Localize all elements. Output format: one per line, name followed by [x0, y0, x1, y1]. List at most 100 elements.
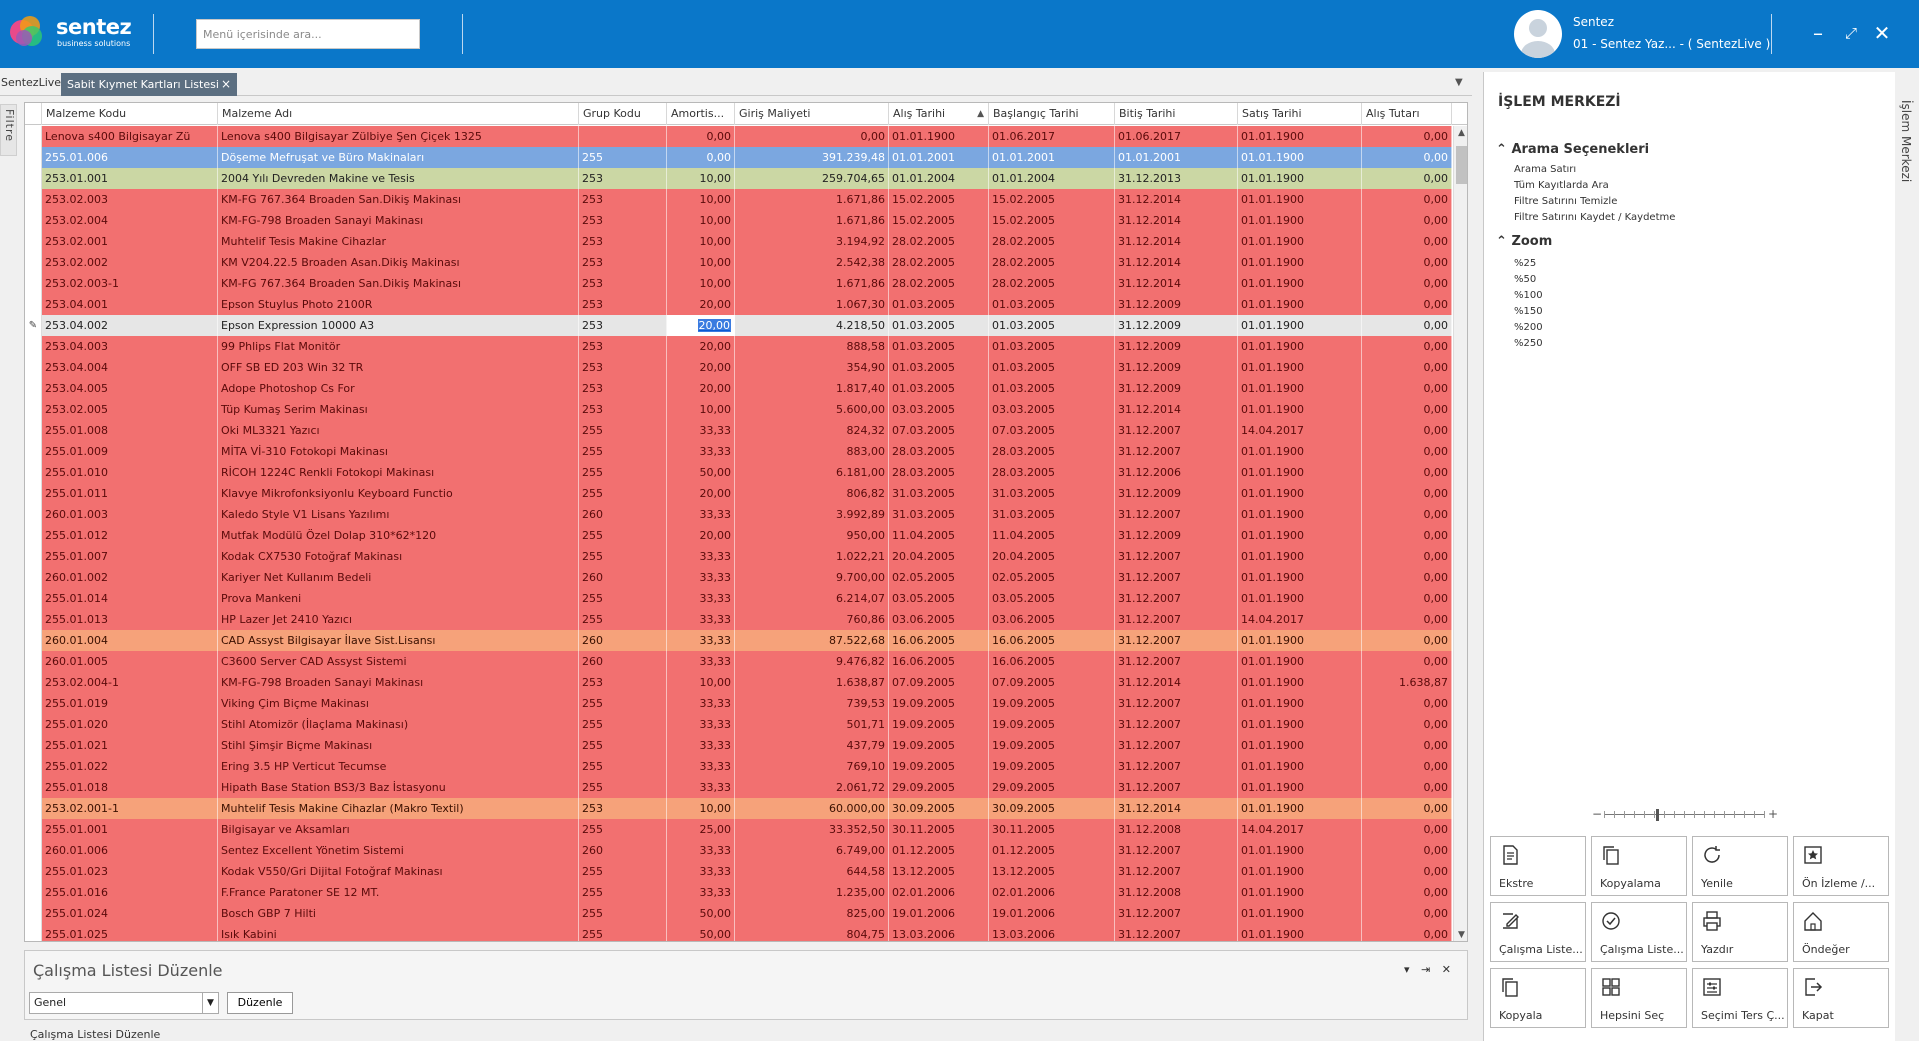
cell-start-date[interactable]: 28.03.2005: [989, 441, 1115, 462]
cell-material-name[interactable]: Mutfak Modülü Özel Dolap 310*62*120: [218, 525, 579, 546]
cell-group-code[interactable]: 255: [579, 882, 667, 903]
cell-sale-date[interactable]: 01.01.1900: [1238, 504, 1362, 525]
cell-purchase-amount[interactable]: 0,00: [1362, 168, 1452, 189]
cell-depreciation[interactable]: 50,00: [667, 903, 735, 924]
cell-group-code[interactable]: 255: [579, 714, 667, 735]
table-row[interactable]: 253.02.004-1 KM-FG-798 Broaden Sanayi Mak…: [25, 672, 1452, 693]
worklist-select[interactable]: Genel ▼: [29, 992, 219, 1014]
cell-sale-date[interactable]: 01.01.1900: [1238, 252, 1362, 273]
cell-purchase-date[interactable]: 02.05.2005: [889, 567, 989, 588]
cell-purchase-amount[interactable]: 0,00: [1362, 546, 1452, 567]
invert-selection-button[interactable]: Seçimi Ters Ç...: [1692, 968, 1788, 1028]
cell-purchase-amount[interactable]: 1.638,87: [1362, 672, 1452, 693]
cell-start-date[interactable]: 03.03.2005: [989, 399, 1115, 420]
cell-purchase-amount[interactable]: 0,00: [1362, 924, 1452, 941]
column-header-purchase-date[interactable]: Alış Tarihi ▲: [889, 103, 989, 125]
cell-sale-date[interactable]: 01.01.1900: [1238, 840, 1362, 861]
cell-purchase-amount[interactable]: 0,00: [1362, 882, 1452, 903]
table-row[interactable]: 255.01.001 Bilgisayar ve Aksamları 255 25,0…: [25, 819, 1452, 840]
cell-end-date[interactable]: 31.12.2006: [1115, 462, 1238, 483]
cell-depreciation[interactable]: 33,33: [667, 420, 735, 441]
table-row[interactable]: 255.01.012 Mutfak Modülü Özel Dolap 310*6…: [25, 525, 1452, 546]
cell-sale-date[interactable]: 01.01.1900: [1238, 294, 1362, 315]
maximize-icon[interactable]: ⤢: [1844, 24, 1857, 42]
cell-start-date[interactable]: 28.03.2005: [989, 462, 1115, 483]
row-indicator[interactable]: [25, 189, 42, 210]
cell-material-code[interactable]: 255.01.011: [42, 483, 218, 504]
cell-material-code[interactable]: 255.01.001: [42, 819, 218, 840]
cell-sale-date[interactable]: 01.01.1900: [1238, 546, 1362, 567]
cell-entry-cost[interactable]: 501,71: [735, 714, 889, 735]
cell-material-code[interactable]: 253.02.005: [42, 399, 218, 420]
cell-material-name[interactable]: Stihl Atomizör (İlaçlama Makinası): [218, 714, 579, 735]
cell-purchase-amount[interactable]: 0,00: [1362, 483, 1452, 504]
cell-start-date[interactable]: 30.11.2005: [989, 819, 1115, 840]
panel-controls[interactable]: ▾ ⇥ ✕: [1404, 963, 1455, 976]
cell-group-code[interactable]: 260: [579, 840, 667, 861]
row-indicator[interactable]: [25, 378, 42, 399]
cell-purchase-amount[interactable]: 0,00: [1362, 357, 1452, 378]
cell-purchase-date[interactable]: 28.02.2005: [889, 231, 989, 252]
preview-button[interactable]: Ön İzleme /...: [1793, 836, 1889, 896]
cell-group-code[interactable]: 253: [579, 210, 667, 231]
filter-side-tab[interactable]: Filtre: [0, 104, 17, 156]
cell-sale-date[interactable]: 01.01.1900: [1238, 924, 1362, 941]
scroll-up-icon[interactable]: ▲: [1458, 128, 1465, 138]
cell-purchase-amount[interactable]: 0,00: [1362, 378, 1452, 399]
default-button[interactable]: Öndeğer: [1793, 902, 1889, 962]
cell-material-code[interactable]: 253.04.003: [42, 336, 218, 357]
cell-material-name[interactable]: KM-FG 767.364 Broaden San.Dikiş Makinası: [218, 273, 579, 294]
cell-entry-cost[interactable]: 883,00: [735, 441, 889, 462]
cell-purchase-date[interactable]: 19.09.2005: [889, 735, 989, 756]
cell-entry-cost[interactable]: 259.704,65: [735, 168, 889, 189]
cell-material-name[interactable]: Kodak V550/Gri Dijital Fotoğraf Makinası: [218, 861, 579, 882]
cell-purchase-amount[interactable]: 0,00: [1362, 756, 1452, 777]
cell-entry-cost[interactable]: 33.352,50: [735, 819, 889, 840]
table-row[interactable]: 253.04.001 Epson Stuylus Photo 2100R 253 20…: [25, 294, 1452, 315]
cell-purchase-amount[interactable]: 0,00: [1362, 420, 1452, 441]
cell-group-code[interactable]: 253: [579, 798, 667, 819]
row-indicator[interactable]: [25, 630, 42, 651]
cell-material-code[interactable]: 255.01.012: [42, 525, 218, 546]
cell-group-code[interactable]: 260: [579, 567, 667, 588]
cell-start-date[interactable]: 31.03.2005: [989, 483, 1115, 504]
print-button[interactable]: Yazdır: [1692, 902, 1788, 962]
cell-purchase-amount[interactable]: 0,00: [1362, 714, 1452, 735]
cell-material-code[interactable]: 255.01.024: [42, 903, 218, 924]
table-row[interactable]: 253.04.003 99 Phlips Flat Monitör 253 20,00…: [25, 336, 1452, 357]
row-indicator[interactable]: [25, 756, 42, 777]
cell-start-date[interactable]: 02.05.2005: [989, 567, 1115, 588]
cell-purchase-date[interactable]: 29.09.2005: [889, 777, 989, 798]
cell-purchase-amount[interactable]: 0,00: [1362, 840, 1452, 861]
cell-purchase-amount[interactable]: 0,00: [1362, 777, 1452, 798]
cell-purchase-date[interactable]: 01.01.1900: [889, 126, 989, 147]
cell-material-code[interactable]: 255.01.023: [42, 861, 218, 882]
cell-group-code[interactable]: 255: [579, 588, 667, 609]
cell-entry-cost[interactable]: 3.194,92: [735, 231, 889, 252]
cell-start-date[interactable]: 29.09.2005: [989, 777, 1115, 798]
cell-material-name[interactable]: Hipath Base Station BS3/3 Baz İstasyonu: [218, 777, 579, 798]
cell-material-name[interactable]: Kaledo Style V1 Lisans Yazılımı: [218, 504, 579, 525]
row-indicator[interactable]: [25, 903, 42, 924]
cell-start-date[interactable]: 28.02.2005: [989, 231, 1115, 252]
cell-sale-date[interactable]: 01.01.1900: [1238, 588, 1362, 609]
row-indicator[interactable]: [25, 231, 42, 252]
cell-entry-cost[interactable]: 1.817,40: [735, 378, 889, 399]
refresh-button[interactable]: Yenile: [1692, 836, 1788, 896]
cell-material-code[interactable]: 253.02.002: [42, 252, 218, 273]
cell-start-date[interactable]: 28.02.2005: [989, 252, 1115, 273]
cell-purchase-date[interactable]: 03.03.2005: [889, 399, 989, 420]
cell-end-date[interactable]: 31.12.2007: [1115, 546, 1238, 567]
cell-material-name[interactable]: Klavye Mikrofonksiyonlu Keyboard Functio: [218, 483, 579, 504]
cell-purchase-date[interactable]: 30.11.2005: [889, 819, 989, 840]
cell-group-code[interactable]: 253: [579, 189, 667, 210]
cell-end-date[interactable]: 31.12.2009: [1115, 378, 1238, 399]
cell-group-code[interactable]: 253: [579, 294, 667, 315]
cell-sale-date[interactable]: 01.01.1900: [1238, 315, 1362, 336]
cell-entry-cost[interactable]: 1.235,00: [735, 882, 889, 903]
cell-start-date[interactable]: 19.09.2005: [989, 693, 1115, 714]
slider-handle[interactable]: [1656, 809, 1659, 821]
cell-material-name[interactable]: 2004 Yılı Devreden Makine ve Tesis: [218, 168, 579, 189]
cell-depreciation[interactable]: 20,00: [667, 357, 735, 378]
cell-end-date[interactable]: 01.01.2001: [1115, 147, 1238, 168]
